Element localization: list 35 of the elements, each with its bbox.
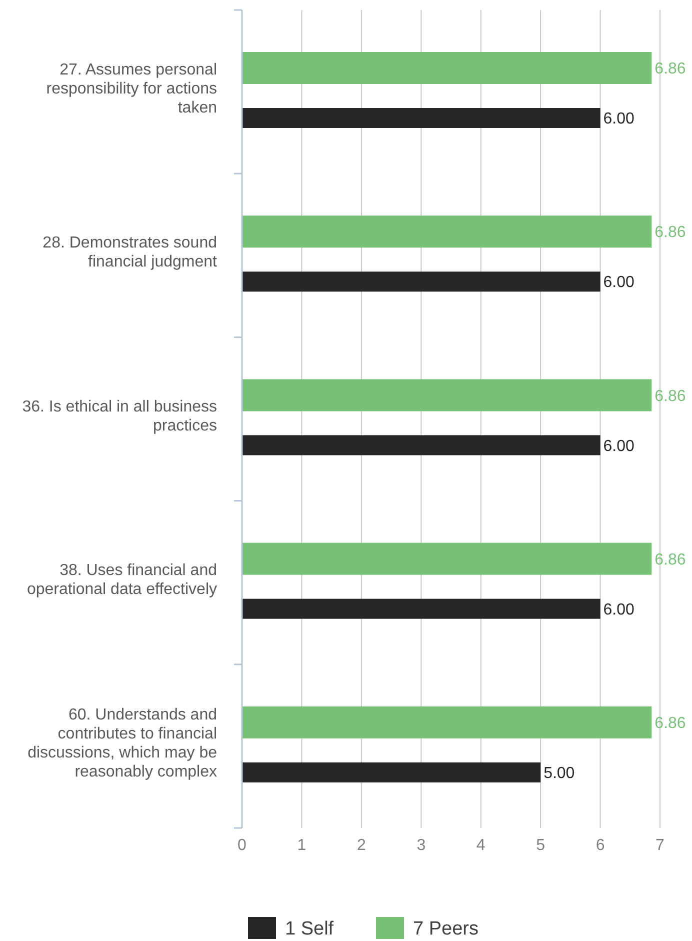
x-tick-label: 4	[476, 837, 486, 854]
bar	[242, 272, 600, 292]
data-label: 5.00	[544, 765, 575, 782]
data-label: 6.86	[654, 551, 686, 568]
x-tick-label: 1	[297, 837, 306, 854]
x-tick-label: 6	[596, 837, 605, 854]
data-label: 6.86	[654, 715, 686, 732]
bar	[242, 542, 652, 575]
x-tick-label: 7	[656, 837, 665, 854]
data-label: 6.86	[654, 60, 686, 78]
bar	[242, 52, 652, 84]
y-tick-label: 36. Is ethical in all business practices	[22, 398, 217, 434]
data-label: 6.00	[603, 274, 635, 292]
bar	[242, 379, 652, 412]
bar	[242, 435, 600, 456]
bar	[242, 108, 600, 128]
data-label: 6.86	[654, 388, 686, 405]
x-tick-label: 5	[536, 837, 546, 854]
legend-label: 7 Peers	[413, 918, 478, 940]
data-label: 6.00	[603, 438, 635, 455]
y-tick-label: 38. Uses financial and operational data effectively	[26, 562, 217, 598]
x-tick-label: 2	[356, 837, 366, 854]
y-tick-label: 60. Understands and contributes to financial discussions, which may be reasonably complex	[28, 706, 218, 780]
data-label: 6.00	[603, 601, 635, 618]
bar	[242, 598, 600, 619]
bar	[242, 216, 652, 248]
bar	[242, 706, 652, 738]
data-label: 6.00	[603, 110, 635, 128]
x-tick-label: 0	[238, 837, 247, 854]
legend-label: 1 Self	[285, 918, 334, 940]
x-tick-label: 3	[416, 837, 426, 854]
y-tick-label: 27. Assumes personal responsibility for actions taken	[46, 62, 217, 117]
bar	[242, 762, 541, 782]
y-tick-label: 28. Demonstrates sound financial judgment	[42, 234, 218, 271]
data-label: 6.86	[654, 224, 686, 242]
